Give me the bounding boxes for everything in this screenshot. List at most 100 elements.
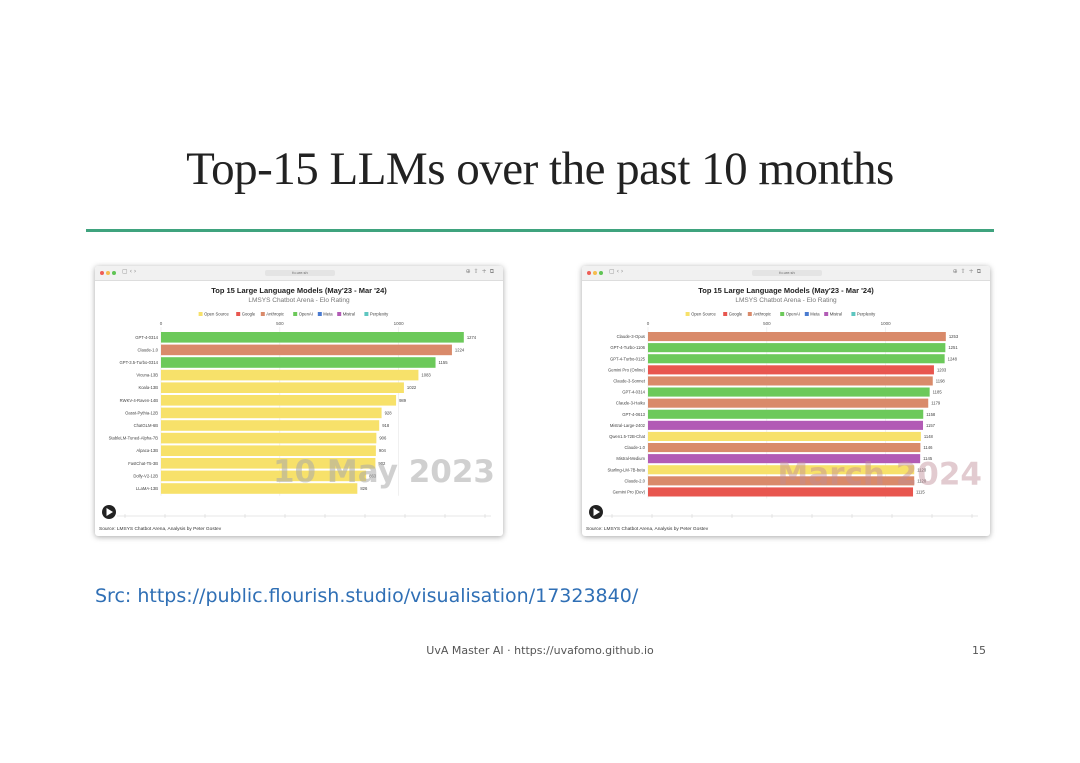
legend-swatch: [780, 312, 785, 316]
category-label: Claude-3-Sonnet: [613, 378, 645, 383]
bar: [648, 487, 914, 497]
legend-swatch: [236, 312, 241, 316]
source-link[interactable]: Src: https://public.flourish.studio/visu…: [95, 585, 639, 607]
value-label: 1120: [917, 467, 927, 472]
bar: [648, 365, 934, 375]
category-label: GPT-4-0314: [622, 390, 645, 395]
bar: [161, 369, 419, 381]
back-forward-icons[interactable]: ▢ ‹ ›: [122, 268, 137, 275]
bar: [648, 476, 915, 486]
legend-label: Open Source: [691, 312, 716, 317]
legend-label: Meta: [810, 312, 820, 317]
value-label: 1224: [455, 347, 465, 352]
category-label: GPT-3.5-Turbo-0314: [120, 360, 159, 365]
legend-label: Perplexity: [857, 312, 876, 317]
bar: [161, 382, 404, 393]
bar: [648, 387, 930, 397]
minimize-window-dot[interactable]: [106, 271, 110, 275]
category-label: Gemini Pro (Online): [608, 367, 646, 372]
footer-text: UvA Master AI · https://uvafomo.github.i…: [426, 644, 654, 657]
maximize-window-dot[interactable]: [599, 271, 603, 275]
slide-title: Top-15 LLMs over the past 10 months: [186, 143, 894, 195]
value-label: 1248: [948, 356, 958, 361]
bar: [648, 398, 929, 408]
date-watermark: March 2024: [777, 457, 982, 493]
category-label: ChatGLM-6B: [134, 423, 159, 428]
close-window-dot[interactable]: [100, 271, 104, 275]
legend-swatch: [337, 312, 342, 316]
title-divider: [86, 229, 994, 232]
bar: [648, 332, 946, 342]
bar: [161, 395, 397, 406]
category-label: Gemini Pro (Dev): [613, 489, 646, 494]
category-label: Claude-3-Opus: [617, 334, 645, 339]
bar: [161, 357, 436, 368]
chart-subtitle: LMSYS Chatbot Arena - Elo Rating: [248, 297, 350, 304]
minimize-window-dot[interactable]: [593, 271, 597, 275]
address-bar[interactable]: fo.ure.sh: [265, 270, 335, 276]
legend-label: Open Source: [204, 312, 229, 317]
browser-tools-icons[interactable]: ⊕⇧+⧉: [952, 268, 984, 275]
value-label: 1274: [467, 335, 477, 340]
value-label: 904: [379, 448, 387, 453]
category-label: Mistral-Medium: [616, 456, 645, 461]
race-bar-chart-may-2023: Top 15 Large Language Models (May'23 - M…: [99, 286, 495, 532]
bar: [648, 465, 915, 475]
x-tick-label: 1000: [881, 321, 892, 326]
category-label: Claude-2.0: [625, 478, 646, 483]
bar: [161, 344, 452, 356]
page-number: 15: [972, 644, 986, 657]
legend-swatch: [317, 312, 322, 316]
value-label: 989: [399, 398, 407, 403]
category-label: GPT-4-0314: [135, 335, 158, 340]
browser-toolbar: ▢ ‹ › fo.ure.sh ⊕⇧+⧉: [582, 266, 990, 281]
x-tick-label: 0: [647, 321, 650, 326]
bar: [161, 420, 380, 431]
category-label: Claude-1.0: [625, 445, 646, 450]
chart-title: Top 15 Large Language Models (May'23 - M…: [211, 286, 387, 295]
bar: [161, 445, 376, 456]
address-bar[interactable]: fo.ure.sh: [752, 270, 822, 276]
play-icon: [593, 508, 600, 516]
bar: [161, 458, 376, 469]
legend-label: Perplexity: [370, 312, 389, 317]
value-label: 1148: [924, 434, 934, 439]
value-label: 918: [382, 423, 390, 428]
legend-label: Mistral: [343, 312, 355, 317]
x-tick-label: 500: [763, 321, 771, 326]
play-icon: [106, 508, 113, 516]
close-window-dot[interactable]: [587, 271, 591, 275]
value-label: 863: [369, 473, 377, 478]
maximize-window-dot[interactable]: [112, 271, 116, 275]
legend-label: Google: [242, 312, 256, 317]
bar: [648, 376, 933, 386]
value-label: 1158: [926, 412, 936, 417]
category-label: Vicuna-13B: [136, 373, 158, 378]
bar: [648, 443, 921, 453]
value-label: 928: [385, 410, 393, 415]
legend-swatch: [293, 312, 298, 316]
value-label: 1115: [916, 489, 925, 494]
category-label: FastChat-T5-3B: [128, 461, 158, 466]
value-label: 1120: [917, 478, 927, 483]
category-label: LLaMA-13B: [136, 486, 158, 491]
bar: [648, 431, 921, 441]
back-forward-icons[interactable]: ▢ ‹ ›: [609, 268, 624, 275]
value-label: 1198: [936, 378, 946, 383]
x-tick-label: 0: [160, 321, 163, 326]
chart-subtitle: LMSYS Chatbot Arena - Elo Rating: [735, 297, 837, 304]
category-label: GPT-4-0613: [622, 412, 645, 417]
date-watermark: 10 May 2023: [273, 454, 495, 490]
chart-screenshot-mar-2024: ▢ ‹ › fo.ure.sh ⊕⇧+⧉ Top 15 Large Langua…: [582, 266, 990, 536]
legend-label: OpenAI: [786, 312, 800, 317]
category-label: StableLM-Tuned-Alpha-7B: [109, 436, 159, 441]
bar: [648, 409, 924, 419]
legend-swatch: [723, 312, 728, 316]
value-label: 902: [378, 461, 386, 466]
bar: [648, 343, 946, 353]
value-label: 1155: [439, 360, 449, 365]
browser-tools-icons[interactable]: ⊕⇧+⧉: [465, 268, 497, 275]
value-label: 1146: [923, 445, 933, 450]
category-label: Claude-3-Haiku: [616, 401, 646, 406]
chart-source: Source: LMSYS Chatbot Arena, Analysis by…: [99, 526, 222, 532]
